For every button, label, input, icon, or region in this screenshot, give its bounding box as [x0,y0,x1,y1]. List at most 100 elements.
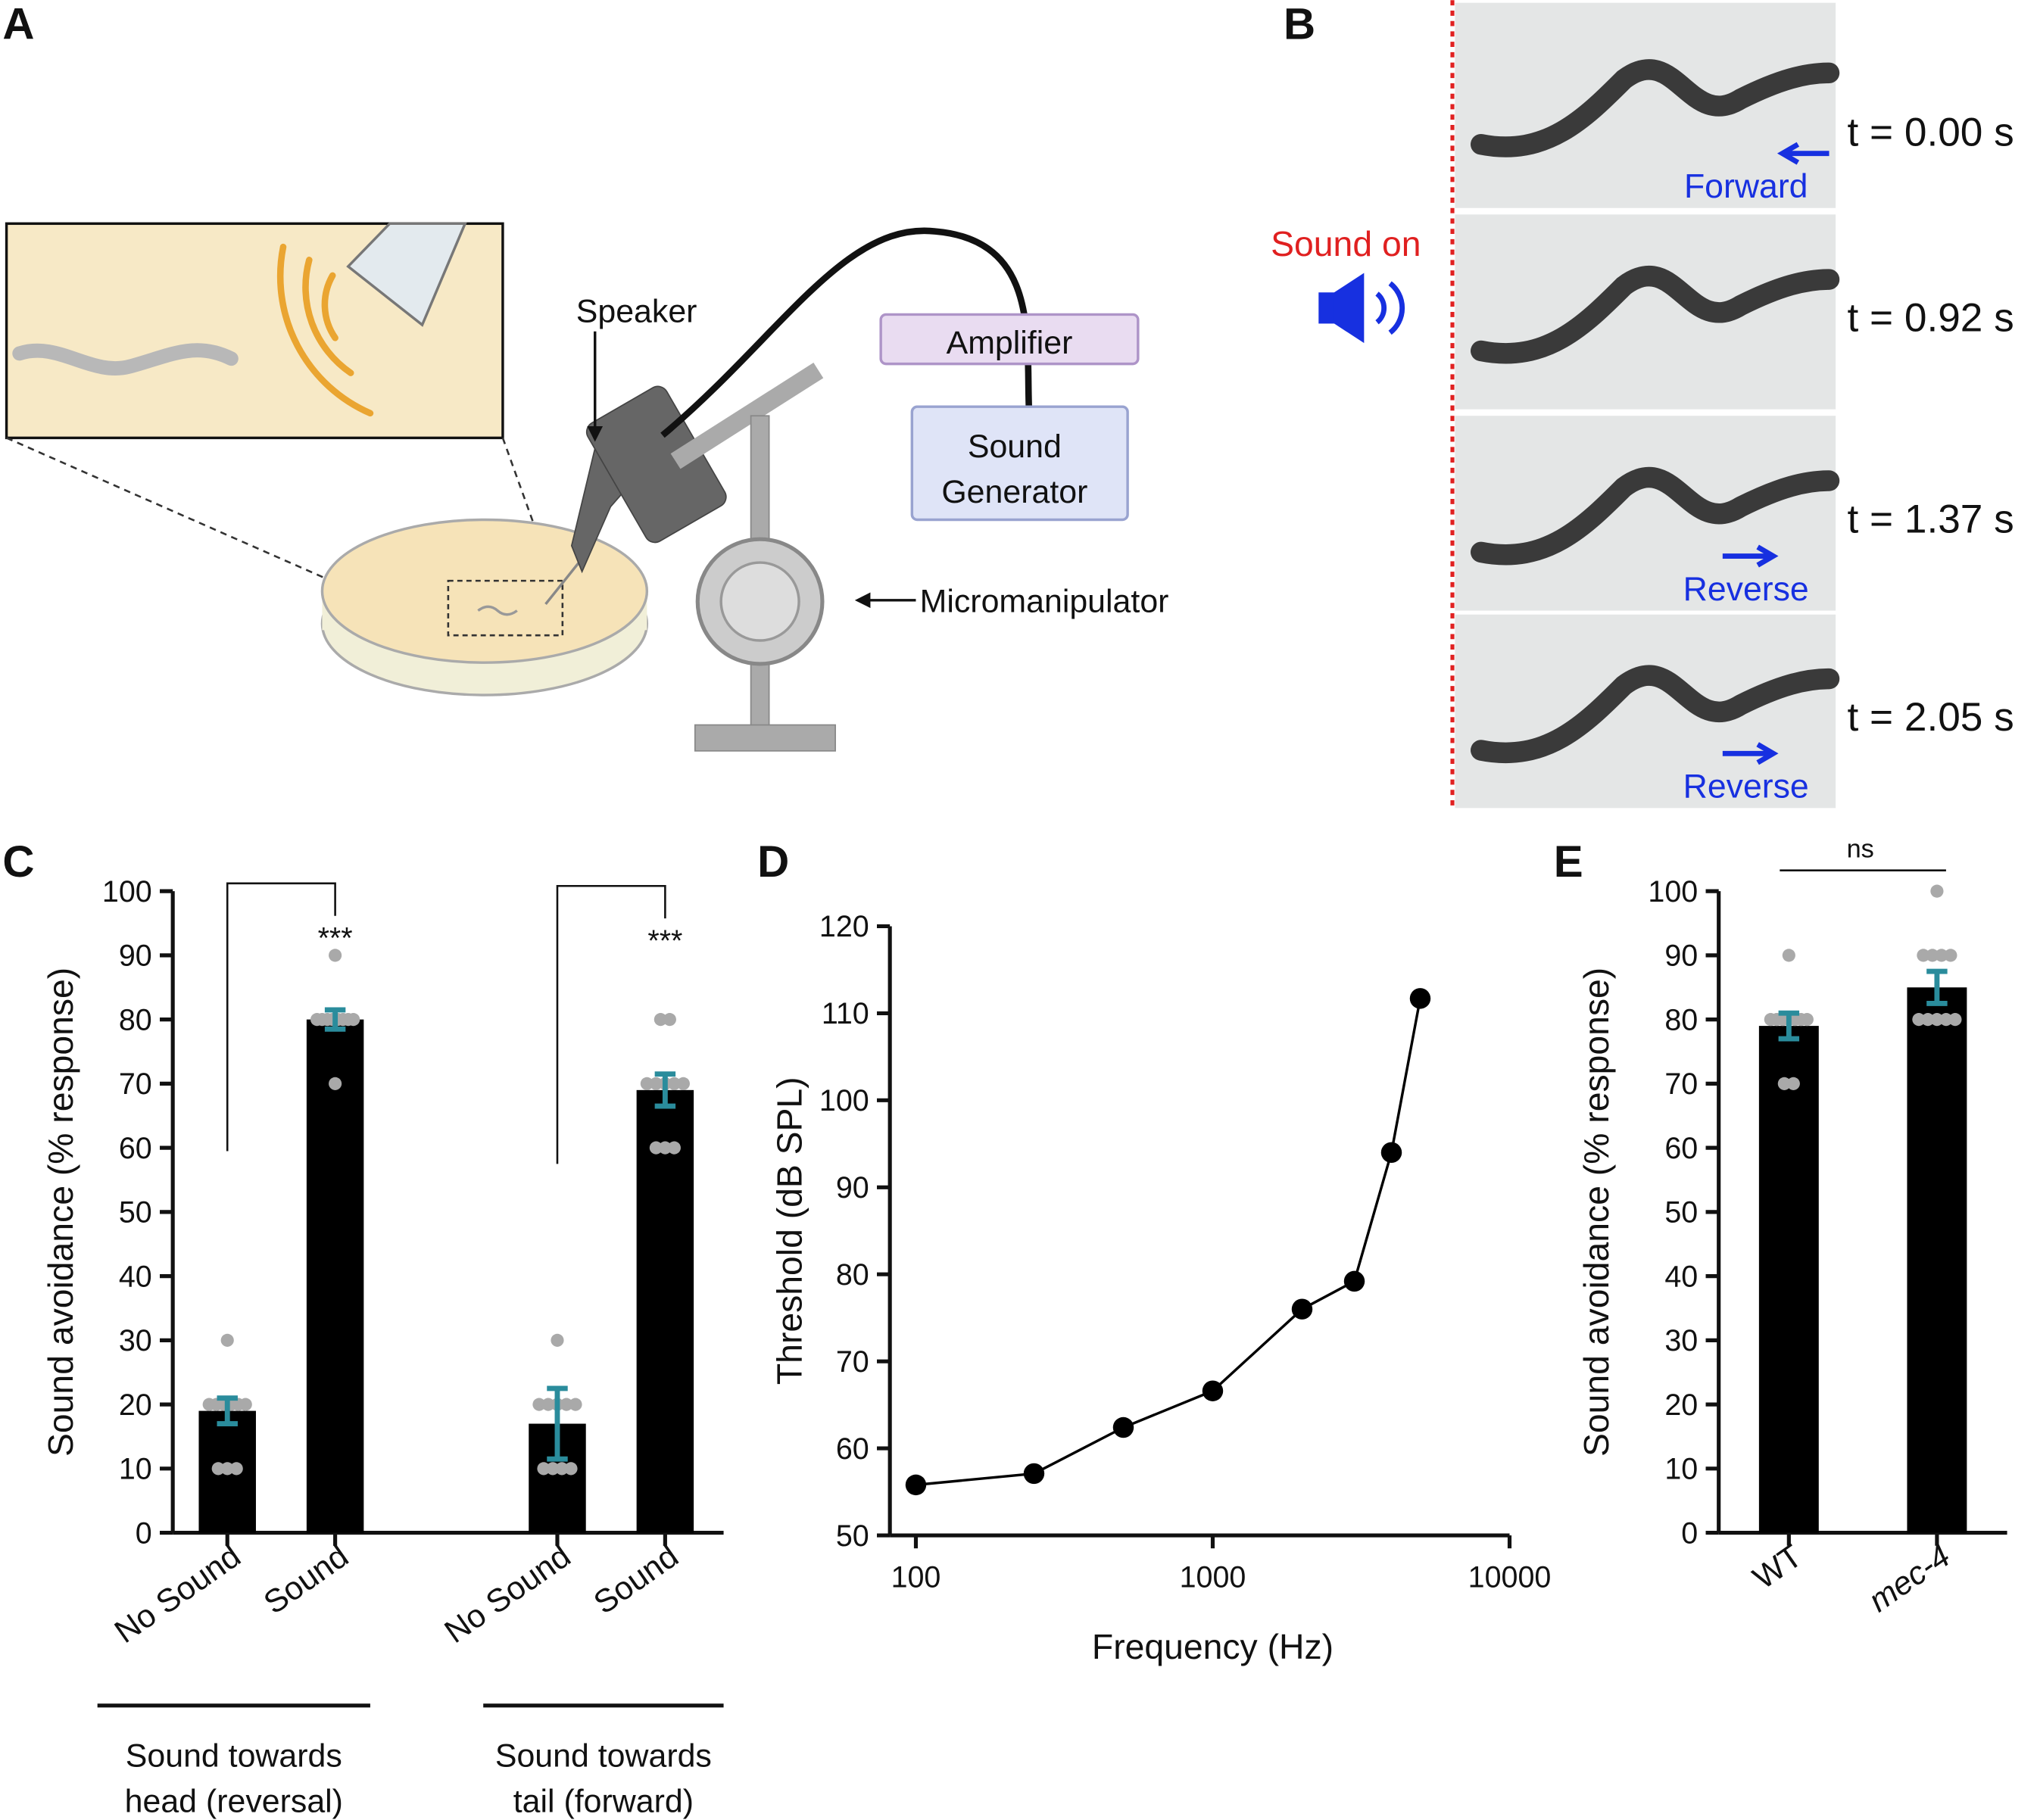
data-point [1380,1142,1402,1164]
error-bar [324,1007,346,1032]
data-point [1343,1270,1365,1292]
y-tick-label: 20 [119,1388,152,1422]
error-bar [654,1071,676,1109]
data-point [1930,1013,1944,1027]
direction-arrow [1777,142,1830,165]
x-tick-label: No Sound [438,1538,578,1650]
panel-label: E [1554,837,1583,887]
x-tick-label: 100 [891,1561,941,1594]
speaker-label: Speaker [576,294,697,330]
bar [636,1089,694,1533]
bar [1907,987,1967,1533]
data-point [1800,1013,1814,1027]
data-point [239,1398,252,1411]
data-point [1944,949,1957,962]
error-bar [1778,1010,1800,1042]
group-label: Sound towards [495,1737,712,1774]
significance-label: *** [318,922,353,955]
y-tick-label: 100 [102,875,152,908]
group-label: tail (forward) [513,1783,694,1819]
data-point [1948,1013,1962,1027]
y-tick-label: 70 [1664,1067,1698,1101]
data-point [649,1077,663,1090]
data-point [555,1462,569,1476]
data-point [229,1462,243,1476]
data-point [1202,1380,1224,1401]
data-point [569,1398,582,1411]
video-frame [1455,614,1836,809]
data-point [640,1077,654,1090]
y-tick-label: 10 [119,1453,152,1486]
y-tick-label: 90 [119,940,152,973]
y-tick-label: 30 [119,1324,152,1357]
x-tick-label: Sound [257,1538,355,1621]
y-tick-label: 80 [836,1258,869,1292]
data-point [1926,949,1939,962]
data-point [1786,1077,1800,1090]
y-tick-label: 90 [836,1171,869,1205]
video-frame [1455,416,1836,611]
y-tick-label: 50 [1664,1196,1698,1229]
data-point [532,1398,546,1411]
y-axis-label: Sound avoidance (% response) [1577,968,1616,1457]
line [916,998,1422,1487]
data-point [560,1398,573,1411]
y-axis-label: Sound avoidance (% response) [41,968,80,1457]
time-label: t = 0.00 s [1848,110,2014,154]
data-point [1777,1077,1791,1090]
worm [1471,59,1840,157]
direction-arrow [1722,544,1779,568]
y-tick-label: 50 [119,1196,152,1229]
y-axis-label: Threshold (dB SPL) [770,1077,809,1385]
y-tick-label: 100 [1648,875,1698,908]
data-point [1291,1298,1313,1320]
video-frame [1455,2,1836,208]
y-tick-label: 40 [119,1260,152,1293]
group-label: head (reversal) [125,1783,343,1819]
significance-label: ns [1847,835,1874,864]
y-tick-label: 60 [1664,1132,1698,1165]
data-point [329,949,342,962]
worm [1471,466,1840,566]
y-tick-label: 90 [1664,940,1698,973]
data-point [1930,884,1944,898]
error-bar [547,1385,568,1462]
y-tick-label: 60 [119,1132,152,1165]
significance-bracket [556,884,666,1164]
y-tick-label: 0 [136,1516,152,1550]
x-tick-label: mec-4 [1862,1538,1957,1619]
time-label: t = 2.05 s [1848,695,2014,740]
speaker-icon [1318,273,1405,344]
data-point [676,1077,690,1090]
bar [306,1019,364,1533]
error-bar [1926,968,1948,1006]
data-point [211,1462,225,1476]
error-bar [217,1395,238,1426]
data-point [551,1333,564,1347]
data-point [1782,949,1795,962]
data-point [220,1333,234,1347]
data-point [1939,1013,1953,1027]
data-point [541,1398,555,1411]
y-tick-label: 120 [819,910,869,943]
data-point [667,1141,681,1155]
y-tick-label: 70 [836,1345,869,1379]
worm [1471,665,1840,764]
x-tick-label: No Sound [108,1538,248,1650]
y-tick-label: 10 [1664,1453,1698,1486]
data-point [564,1462,578,1476]
y-tick-label: 60 [836,1432,869,1466]
y-tick-label: 100 [819,1084,869,1117]
data-point [1917,949,1930,962]
y-tick-label: 80 [119,1003,152,1036]
data-point [1912,1013,1926,1027]
time-label: t = 1.37 s [1848,497,2014,542]
x-axis-label: Frequency (Hz) [1092,1627,1334,1666]
data-point [220,1462,234,1476]
worm [1471,265,1840,364]
generator-label: Sound [968,429,1062,465]
panel-label: A [2,0,34,49]
panel-label: B [1284,0,1315,49]
data-point [663,1013,676,1027]
